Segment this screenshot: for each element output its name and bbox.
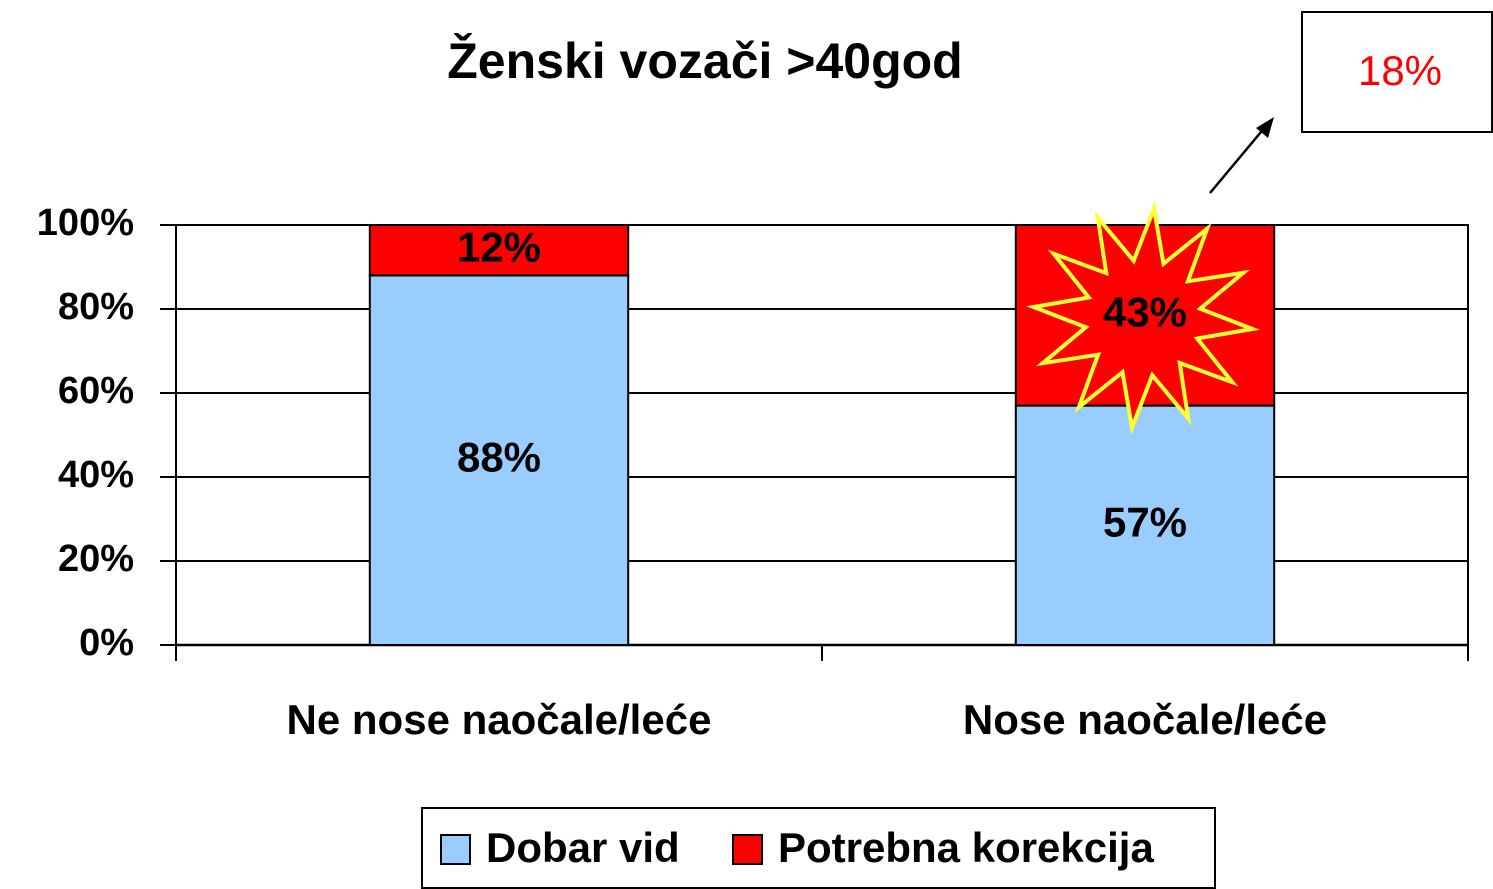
bar-segment	[368, 274, 630, 646]
legend-swatch	[440, 834, 471, 865]
arrow-head	[1256, 117, 1274, 138]
value-label: 57%	[1103, 498, 1187, 545]
y-tick-label: 60%	[58, 370, 134, 412]
starburst	[1026, 201, 1260, 435]
annotation-box	[1301, 11, 1493, 133]
value-label: 88%	[457, 433, 541, 480]
legend-swatch	[732, 834, 763, 865]
annotation: 18%	[1358, 47, 1442, 94]
value-label: 12%	[457, 223, 541, 270]
y-tick-label: 20%	[58, 538, 134, 580]
arrow-line	[1209, 125, 1267, 194]
y-tick-label: 40%	[58, 454, 134, 496]
legend-label: Dobar vid	[486, 824, 680, 871]
bar-segment	[1014, 404, 1276, 646]
bar-segment	[368, 224, 630, 277]
value-label: 43%	[1103, 288, 1187, 335]
y-tick-label: 80%	[58, 286, 134, 328]
chart-title: Ženski vozači >40god	[447, 33, 962, 89]
legend-label: Potrebna korekcija	[778, 824, 1154, 871]
legend	[421, 807, 1216, 889]
y-tick-label: 100%	[37, 202, 134, 244]
x-tick-label: Ne nose naočale/leće	[287, 696, 712, 743]
x-tick-label: Nose naočale/leće	[963, 696, 1327, 743]
y-tick-label: 0%	[79, 622, 134, 664]
